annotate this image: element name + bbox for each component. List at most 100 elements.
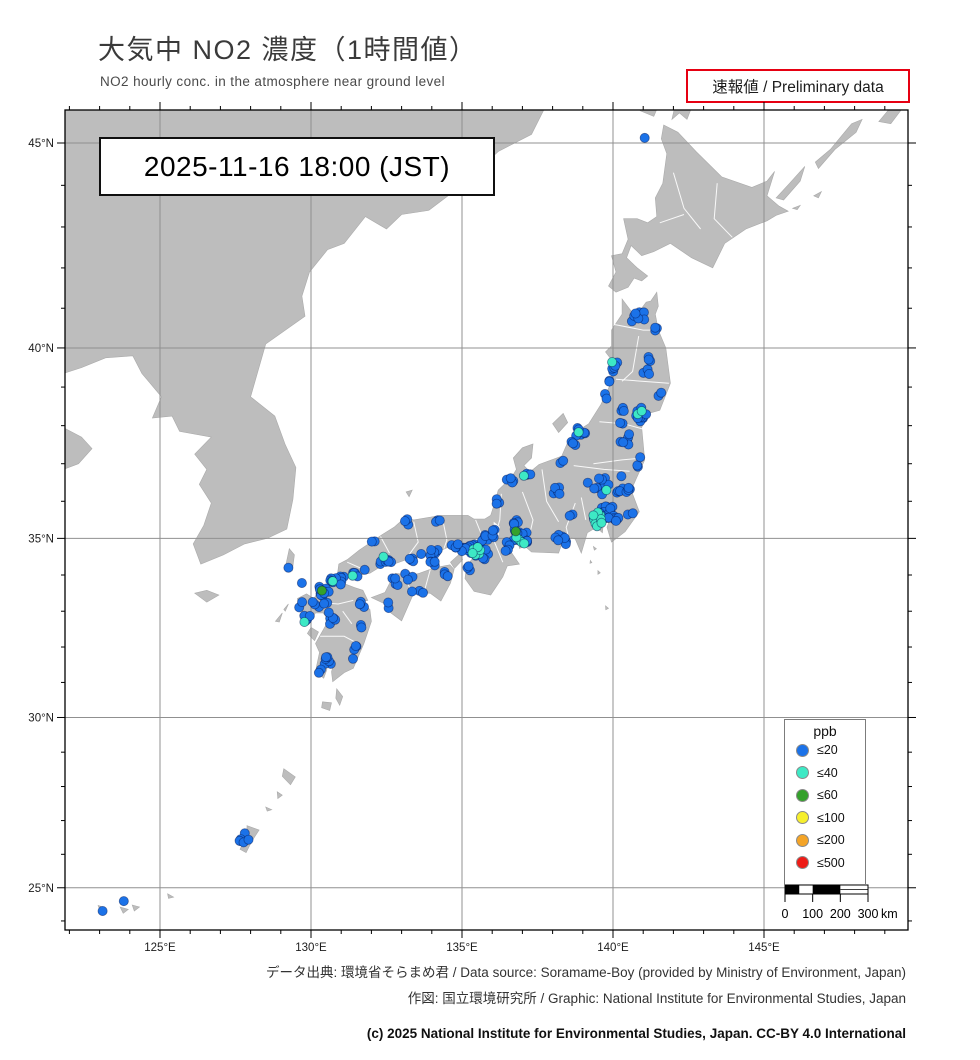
station-dot — [505, 473, 516, 484]
station-dot — [500, 545, 511, 556]
lon-axis-label: 135°E — [446, 942, 478, 954]
station-dot — [510, 526, 521, 537]
station-dot — [650, 322, 661, 333]
station-dot — [359, 564, 370, 575]
landmass-tanegashima — [335, 688, 344, 707]
legend-box: ppb ≤20 ≤40 ≤60 ≤100 ≤200 ≤500 — [784, 719, 866, 885]
landmass-shikotan — [813, 190, 823, 199]
landmass-miyakejima — [597, 569, 601, 575]
landmass-miyako — [167, 893, 175, 899]
station-dot — [347, 653, 358, 664]
station-dot — [623, 482, 634, 493]
lat-axis-label: 30°N — [28, 712, 54, 724]
legend-title: ppb — [813, 723, 837, 739]
station-dot — [429, 556, 440, 567]
legend-item-label: ≤20 — [817, 743, 838, 758]
legend-item: ≤60 — [785, 784, 865, 807]
lon-axis-label: 125°E — [144, 942, 176, 954]
station-dot — [568, 438, 579, 449]
prefecture-border — [407, 521, 419, 557]
station-dot — [296, 578, 307, 589]
prefecture-border — [615, 378, 669, 384]
station-dot — [639, 132, 650, 143]
station-dot — [406, 586, 417, 597]
station-dot — [518, 470, 529, 481]
lat-axis-label: 40°N — [28, 343, 54, 355]
footer-data-source: データ出典: 環境省そらまめ君 / Data source: Soramame-… — [266, 965, 906, 980]
prefecture-border — [441, 517, 448, 549]
station-dot — [558, 455, 569, 466]
station-dot — [627, 508, 638, 519]
station-dot — [618, 437, 629, 448]
landmass-tokunoshima — [276, 791, 283, 800]
legend-dot-orange — [796, 833, 809, 847]
station-dot — [589, 483, 600, 494]
timestamp-box: 2025-11-16 18:00 (JST) — [99, 137, 495, 196]
landmass-ishigaki — [131, 904, 141, 912]
landmass-jeju — [194, 589, 220, 603]
prefecture-border — [541, 469, 560, 522]
landmass-oki — [405, 489, 413, 498]
station-dot — [417, 587, 428, 598]
station-dot — [616, 471, 627, 482]
legend-dot-blue — [796, 743, 809, 757]
landmass-urup — [878, 110, 902, 125]
station-dot — [491, 498, 502, 509]
station-dot — [630, 308, 641, 319]
page-title: 大気中 NO2 濃度（1時間値） — [98, 35, 478, 65]
station-dot — [402, 574, 413, 585]
landmass-amami — [281, 768, 296, 786]
station-dot — [463, 561, 474, 572]
station-dot — [636, 406, 647, 417]
legend-item: ≤200 — [785, 829, 865, 852]
footer-copyright: (c) 2025 National Institute for Environm… — [366, 1026, 906, 1041]
scalebar-tick-label: 0 — [782, 907, 789, 921]
station-dot — [307, 597, 318, 608]
landmass-goto-s — [274, 612, 283, 623]
station-dot — [97, 906, 108, 917]
station-dot — [635, 452, 646, 463]
legend-rows: ≤20 ≤40 ≤60 ≤100 ≤200 ≤500 — [785, 739, 865, 874]
landmass-sakhalin-e — [671, 110, 691, 121]
station-dot — [573, 427, 584, 438]
landmass-niijima — [589, 559, 593, 564]
station-dot — [487, 525, 498, 536]
legend-dot-cyan — [796, 766, 809, 780]
legend-item: ≤100 — [785, 807, 865, 830]
station-dot — [564, 510, 575, 521]
landmass-goto-n — [283, 603, 289, 612]
station-dot — [594, 473, 605, 484]
legend-item: ≤500 — [785, 852, 865, 875]
landmass-iriomote — [119, 906, 129, 914]
station-dot — [323, 607, 334, 618]
station-dot — [452, 539, 463, 550]
station-dot — [618, 405, 629, 416]
legend-item-label: ≤100 — [817, 810, 845, 825]
prefecture-border — [380, 536, 390, 554]
legend-dot-yellow — [796, 811, 809, 825]
prefecture-border — [672, 172, 701, 230]
legend-item: ≤20 — [785, 739, 865, 762]
landmass-hachijojima — [605, 605, 610, 611]
station-dot — [416, 549, 427, 560]
station-dot — [611, 515, 622, 526]
axis-labels-layer: 45°N 40°N 35°N 30°N 25°N 125°E 130°E 135°E 140°E… — [28, 138, 780, 954]
station-dot — [624, 429, 635, 440]
station-dot — [299, 617, 310, 628]
station-dot — [297, 597, 308, 608]
station-dot — [604, 376, 615, 387]
station-dot — [554, 488, 565, 499]
lat-axis-label: 25°N — [28, 883, 54, 895]
ticks-layer — [57, 102, 916, 938]
station-dot — [354, 599, 365, 610]
map-inner — [65, 110, 908, 930]
legend-dot-green — [796, 788, 809, 802]
station-dot — [118, 896, 129, 907]
station-dot — [327, 576, 338, 587]
preliminary-data-badge: 速報値 / Preliminary data — [686, 69, 910, 103]
prefecture-border — [573, 465, 630, 472]
landmass-hokkaido — [608, 124, 789, 293]
landmass-habomai — [791, 204, 802, 210]
